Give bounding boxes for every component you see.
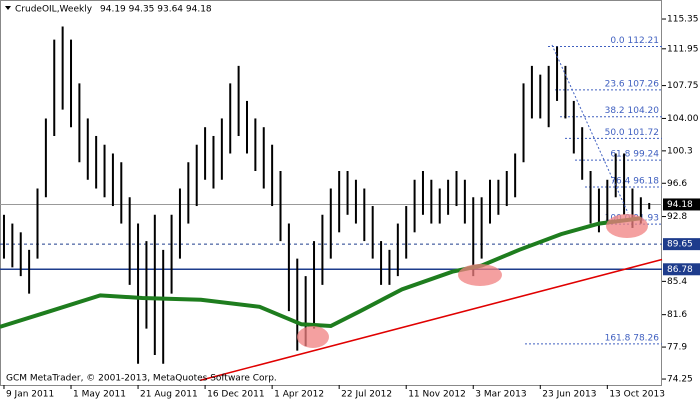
y-tick-label: 111.95 <box>667 44 699 54</box>
y-tick-label: 74.25 <box>667 375 693 385</box>
x-tick-label: 23 Jun 2013 <box>542 390 596 400</box>
x-tick-label: 13 Oct 2013 <box>609 390 665 400</box>
fib-label: 38.2 104.20 <box>605 106 660 116</box>
moving-average <box>0 216 642 329</box>
level-box <box>663 198 700 211</box>
x-tick-label: 1 Apr 2012 <box>274 390 324 400</box>
fib-label: 161.8 78.26 <box>605 333 660 343</box>
level-label: 94.18 <box>667 200 693 210</box>
y-tick-label: 81.6 <box>667 310 687 320</box>
x-tick-label: 16 Dec 2011 <box>207 390 265 400</box>
x-tick-label: 22 Jul 2012 <box>341 390 392 400</box>
x-tick-label: 1 May 2011 <box>73 390 126 400</box>
trendline <box>199 258 663 382</box>
level-box <box>663 263 700 276</box>
x-tick-label: 9 Jan 2011 <box>6 390 54 400</box>
x-tick-label: 3 Mar 2013 <box>475 390 526 400</box>
fib-label: 23.6 107.26 <box>605 79 660 89</box>
level-box <box>663 238 700 251</box>
fib-label: 50.0 101.72 <box>605 128 659 138</box>
chart-subtitle: 94.19 94.35 93.64 94.18 <box>100 5 212 15</box>
level-label: 89.65 <box>667 240 693 250</box>
menu-arrow[interactable] <box>5 6 11 10</box>
y-tick-label: 107.75 <box>667 81 699 91</box>
highlight <box>606 214 648 238</box>
level-label: 86.78 <box>667 265 693 275</box>
highlight <box>297 326 329 348</box>
y-tick-label: 104.00 <box>667 114 699 124</box>
chart-title: CrudeOIL,Weekly <box>15 5 93 15</box>
x-tick-label: 21 Aug 2011 <box>140 390 198 400</box>
watermark: GCM MetaTrader, © 2001-2013, MetaQuotes … <box>6 374 277 384</box>
y-tick-label: 100.3 <box>667 146 693 156</box>
y-tick-label: 96.6 <box>667 179 687 189</box>
fib-trend <box>551 44 629 214</box>
highlight <box>458 264 502 286</box>
y-tick-label: 92.8 <box>667 212 687 222</box>
fib-label: 76.4 96.18 <box>610 176 659 186</box>
fib-label: 0.0 112.21 <box>610 36 659 46</box>
y-tick-label: 85.4 <box>667 277 687 287</box>
y-tick-label: 115.35 <box>667 15 699 25</box>
fib-label: 61.8 99.24 <box>610 150 659 160</box>
x-tick-label: 11 Nov 2012 <box>408 390 466 400</box>
y-tick-label: 77.9 <box>667 343 687 353</box>
